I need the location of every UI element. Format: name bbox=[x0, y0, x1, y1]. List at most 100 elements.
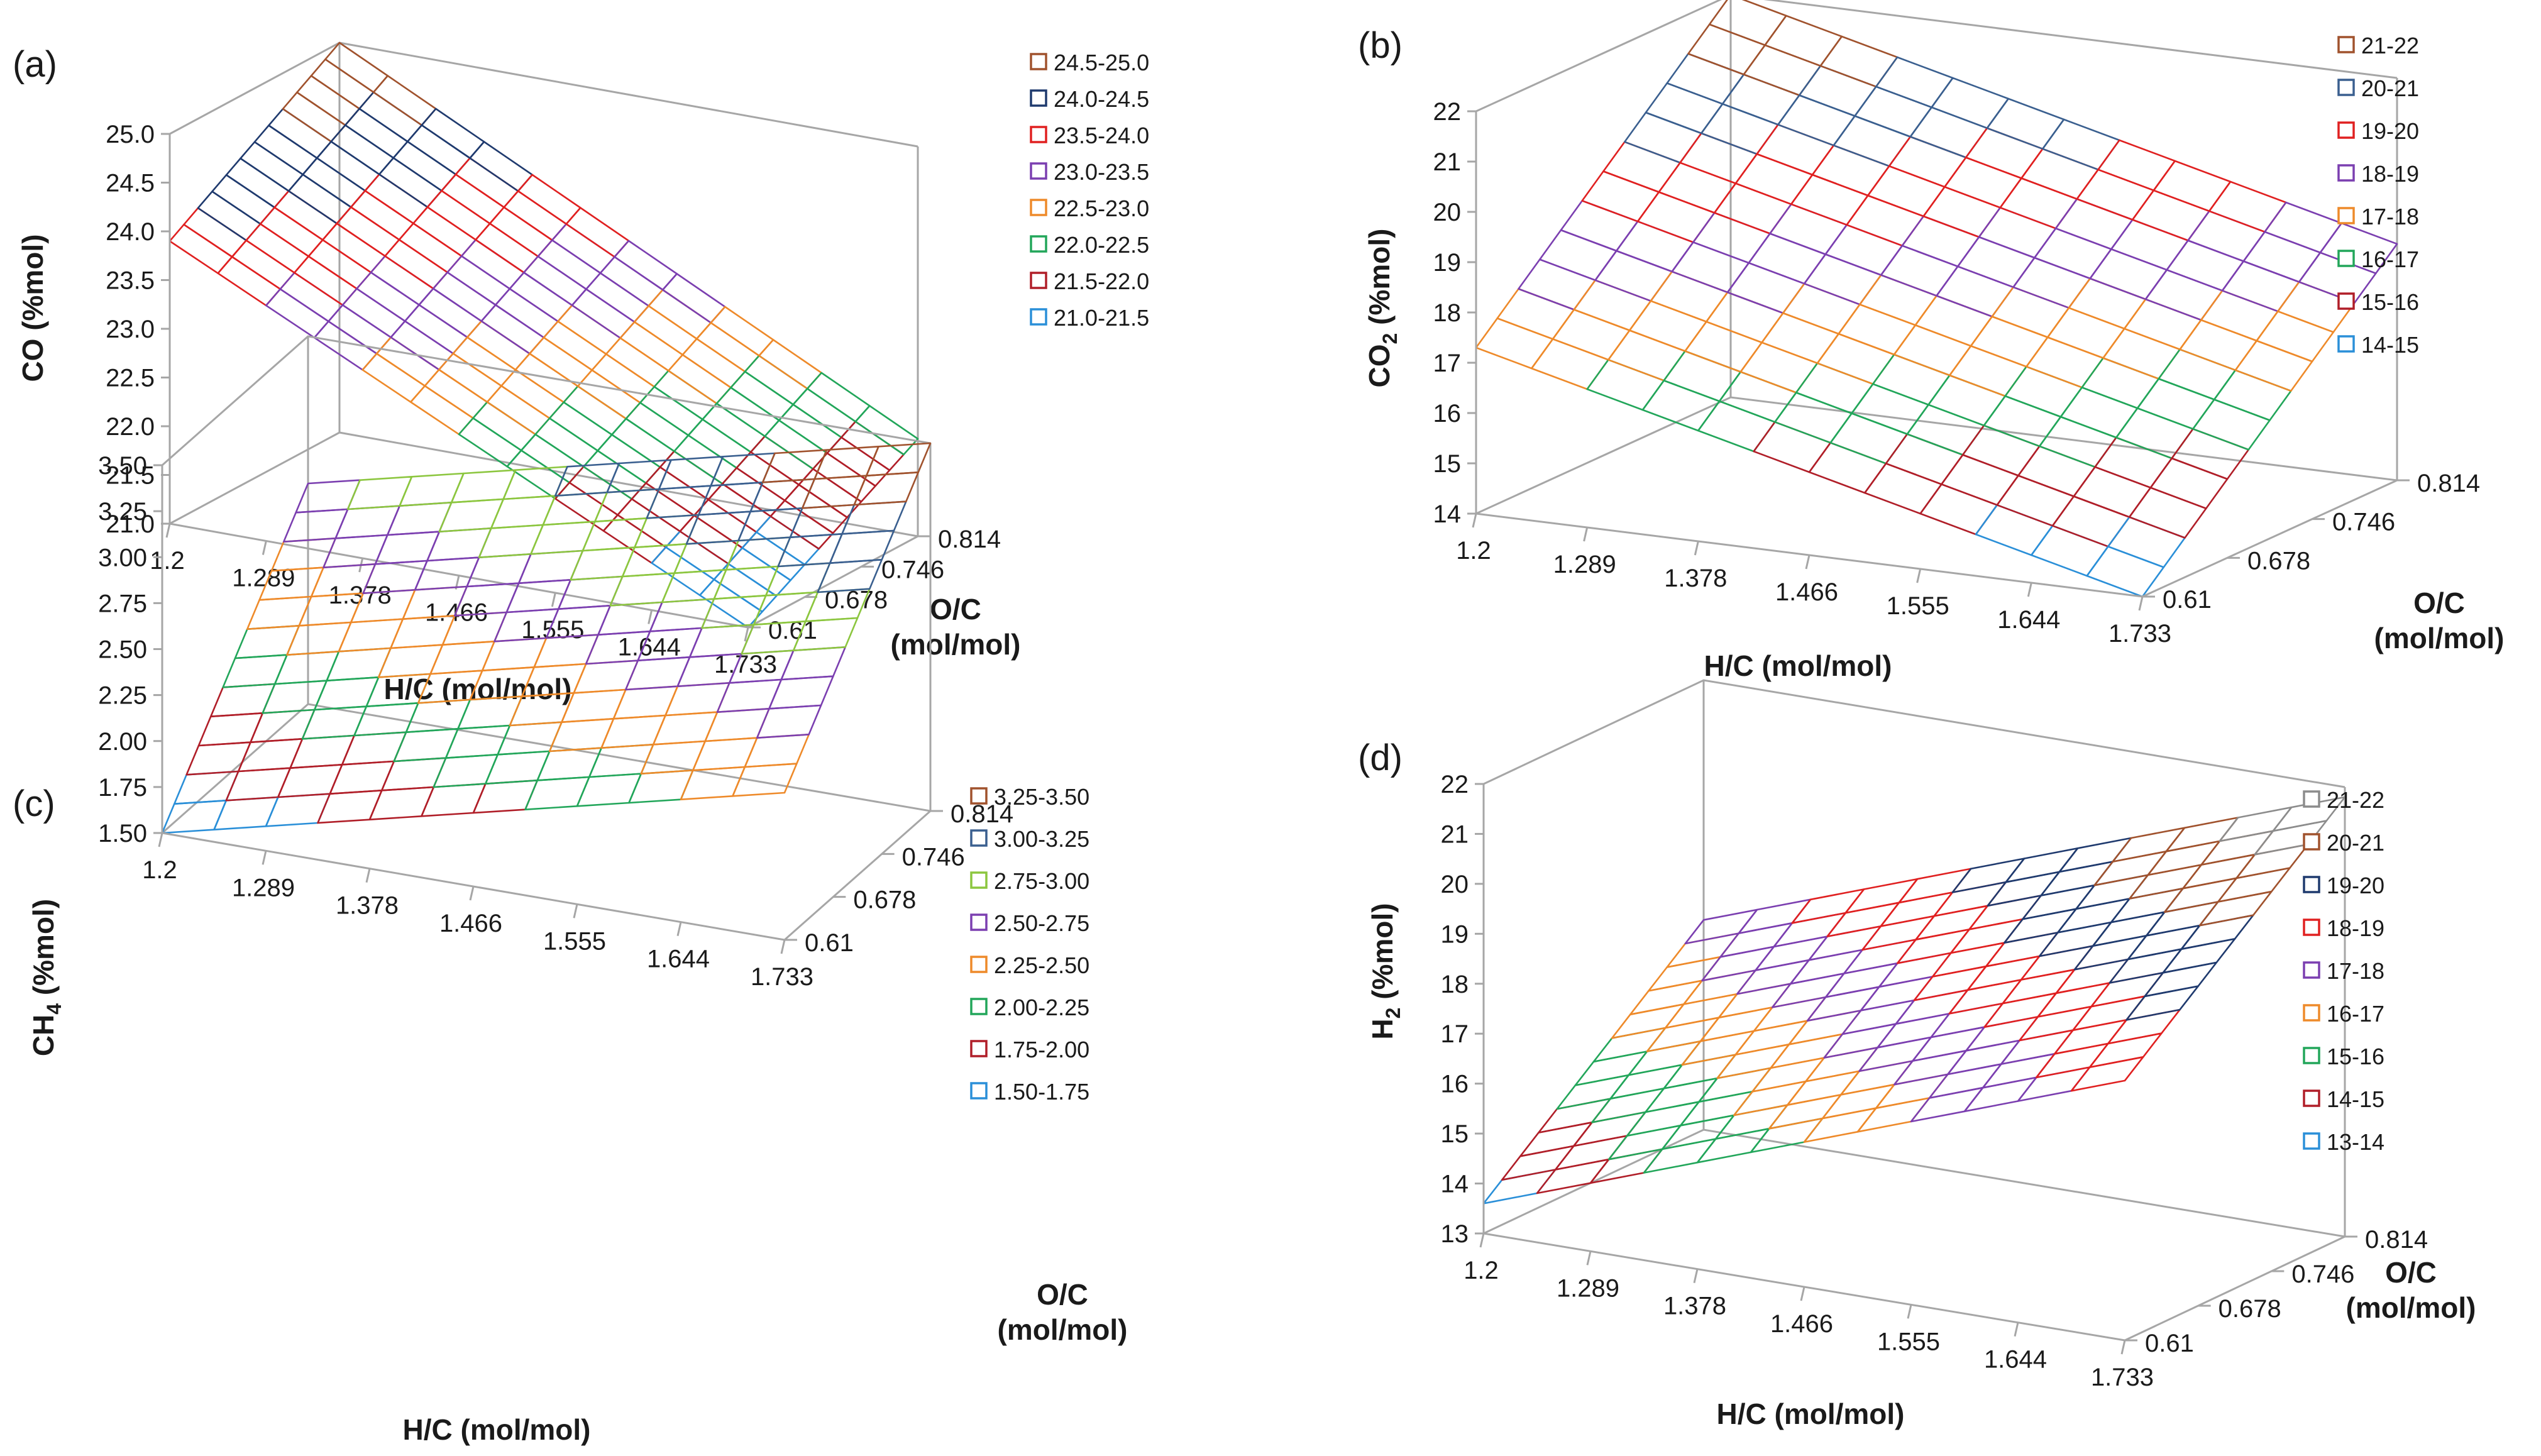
surface-cell bbox=[2110, 219, 2189, 271]
surface-cell bbox=[222, 654, 288, 688]
surface-cell bbox=[426, 190, 491, 241]
surface-cell bbox=[1875, 1073, 1949, 1109]
legend-label: 24.5-25.0 bbox=[1054, 50, 1149, 75]
surface-cell bbox=[2127, 924, 2201, 961]
surface-cell bbox=[1851, 383, 1929, 435]
surface-cell bbox=[1854, 85, 1932, 138]
surface-cell bbox=[713, 565, 779, 600]
z-axis-title-subscript: 4 bbox=[43, 1003, 65, 1015]
surface-cell bbox=[277, 764, 343, 798]
legend-label: 17-18 bbox=[2361, 204, 2419, 229]
x-tick-mark bbox=[469, 886, 475, 901]
surface-cell bbox=[330, 124, 395, 175]
axis-box bbox=[162, 335, 932, 834]
legend-swatch bbox=[2337, 164, 2355, 182]
z-tick-label: 21 bbox=[1441, 820, 1469, 848]
surface-cell bbox=[1875, 56, 1954, 108]
surface-cell bbox=[231, 239, 295, 290]
surface-cell bbox=[1574, 1051, 1648, 1086]
surface-cell bbox=[1914, 295, 1993, 347]
surface-cell bbox=[282, 508, 349, 543]
surface-cell bbox=[727, 547, 791, 597]
surface-cell bbox=[1927, 374, 2006, 427]
surface-cell bbox=[1700, 103, 1779, 155]
y-axis-title-line1: O/C bbox=[2413, 587, 2465, 619]
surface-cell bbox=[2264, 201, 2342, 254]
legend-label: 2.00-2.25 bbox=[994, 995, 1089, 1020]
surface-cell bbox=[1769, 203, 1848, 255]
z-tick-label: 22.0 bbox=[106, 413, 155, 441]
surface-cell bbox=[358, 91, 423, 143]
surface-cell bbox=[361, 353, 426, 403]
surface-cell bbox=[2272, 796, 2346, 832]
surface-cell bbox=[1826, 902, 1900, 937]
surface-cell bbox=[452, 336, 517, 387]
surface-cell bbox=[1944, 157, 2022, 209]
surface-cell bbox=[1824, 224, 1904, 276]
surface-cell bbox=[1930, 1002, 2004, 1039]
legend-swatch bbox=[1030, 235, 1047, 253]
surface-cell bbox=[537, 239, 602, 290]
surface-cell bbox=[1893, 324, 1972, 377]
floor-back-edges bbox=[162, 703, 931, 834]
surface-cell bbox=[490, 495, 556, 529]
x-tick-mark bbox=[1586, 1251, 1592, 1266]
surface-cell bbox=[295, 479, 361, 514]
x-tick-mark bbox=[1583, 527, 1589, 542]
surface-cell bbox=[1697, 400, 1776, 453]
surface-cell bbox=[1624, 111, 1702, 164]
surface-cell bbox=[2046, 307, 2125, 359]
surface-cell bbox=[2097, 139, 2176, 192]
z-axis-title: CO2 (%mol) bbox=[1363, 229, 1401, 388]
surface-cell bbox=[2221, 260, 2300, 312]
surface-cell bbox=[1996, 475, 2075, 527]
surface-cell bbox=[792, 387, 857, 439]
surface-cell bbox=[1965, 127, 2044, 179]
surface-cell bbox=[600, 714, 666, 749]
legend-swatch bbox=[2337, 121, 2355, 139]
surface-cell bbox=[1739, 341, 1819, 394]
z-tick-label: 21.5 bbox=[106, 462, 155, 490]
surface-cell bbox=[480, 304, 545, 355]
panel-label: (d) bbox=[1358, 737, 1403, 778]
x-tick-mark bbox=[573, 904, 578, 918]
legend-label: 19-20 bbox=[2327, 873, 2384, 898]
surface-cell bbox=[344, 108, 409, 159]
surface-cell bbox=[2000, 1029, 2074, 1065]
surface-cell bbox=[1856, 1097, 1931, 1133]
surface-cell bbox=[1679, 132, 1758, 185]
surface-cell bbox=[475, 223, 539, 273]
y-tick-label: 0.678 bbox=[2219, 1295, 2281, 1323]
surface-cell bbox=[353, 702, 419, 737]
x-tick-label: 1.2 bbox=[1463, 1257, 1499, 1284]
surface-cell bbox=[2147, 840, 2221, 876]
surface-cell bbox=[570, 546, 636, 581]
surface-cell bbox=[2038, 921, 2112, 957]
surface-cell bbox=[625, 402, 690, 453]
surface-cell bbox=[517, 549, 584, 585]
z-tick-label: 19 bbox=[1441, 920, 1469, 948]
surface-cell bbox=[1829, 412, 1909, 465]
surface-cell bbox=[1539, 229, 1618, 282]
surface-cell bbox=[279, 272, 344, 323]
surface-cell bbox=[168, 223, 233, 275]
surface-cell bbox=[687, 418, 752, 469]
surface-cell bbox=[1591, 1088, 1665, 1123]
surface-cell bbox=[634, 514, 700, 549]
chart-panel-c: 1.50 1.75 2.00 2.25 2.50 2.75 3.00 3.25 3.50 1.2 1… bbox=[13, 335, 1127, 1446]
surface-cell bbox=[237, 738, 304, 773]
surface-cell bbox=[721, 466, 786, 517]
surface-cell bbox=[1843, 939, 1917, 974]
x-tick-mark bbox=[676, 922, 682, 936]
x-tick-label: 1.466 bbox=[1770, 1310, 1833, 1338]
surface-cell bbox=[438, 498, 505, 533]
surface-cell bbox=[2081, 357, 2160, 409]
surface-cell bbox=[524, 776, 590, 810]
surface-cell bbox=[240, 141, 304, 192]
x-tick-mark bbox=[1693, 1269, 1699, 1283]
surface-cell bbox=[624, 656, 691, 691]
z-tick-label: 16 bbox=[1433, 400, 1462, 427]
x-tick-mark bbox=[1805, 554, 1811, 570]
x-tick-mark bbox=[1472, 513, 1477, 528]
surface-cell bbox=[2093, 851, 2168, 886]
